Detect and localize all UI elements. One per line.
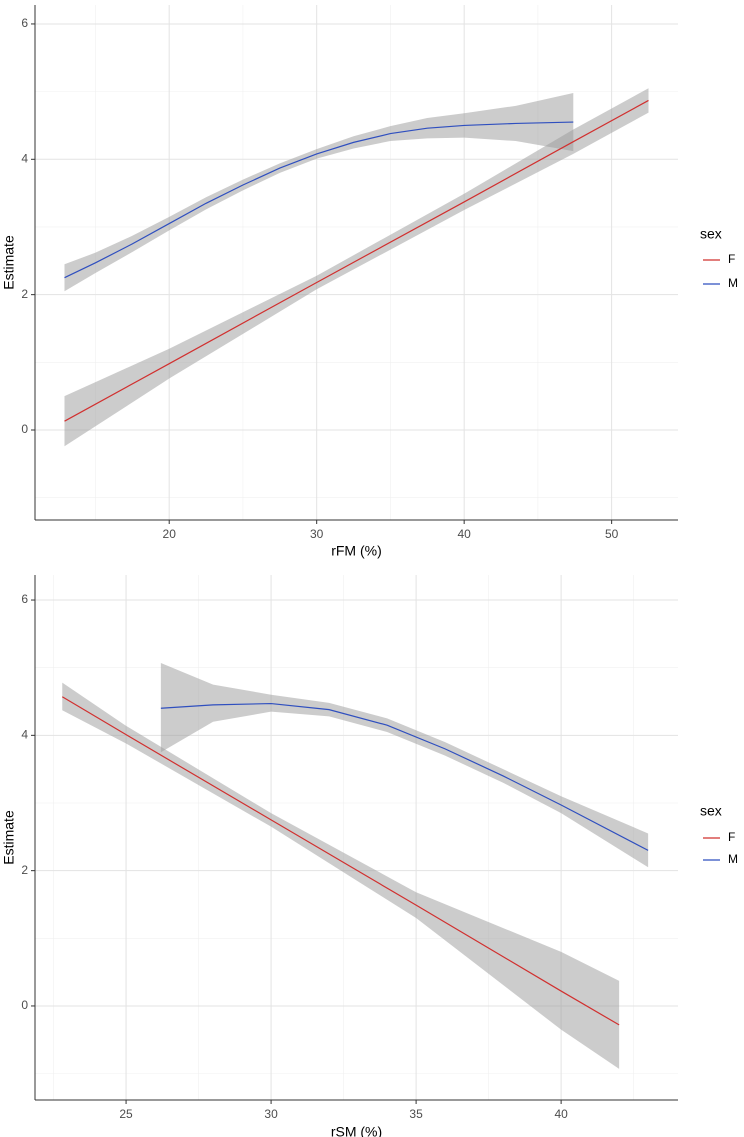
x-tick-label: 40 bbox=[457, 527, 471, 541]
x-tick-label: 35 bbox=[409, 1107, 423, 1121]
confidence-band bbox=[64, 92, 574, 292]
y-tick-label: 2 bbox=[21, 287, 28, 301]
y-tick-label: 0 bbox=[21, 422, 28, 436]
legend-title: sex bbox=[700, 803, 722, 819]
chart: 25 30 35 40 0 2 4 6 rSM (%) Estimate sex FM bbox=[1, 575, 738, 1137]
line bbox=[61, 696, 620, 1026]
x-tick-label: 30 bbox=[264, 1107, 278, 1121]
confidence-band bbox=[160, 662, 649, 868]
y-tick-label: 6 bbox=[21, 592, 28, 606]
legend-label: M bbox=[728, 276, 738, 290]
x-axis-title: rSM (%) bbox=[331, 1124, 382, 1137]
y-tick-label: 6 bbox=[21, 16, 28, 30]
confidence-band bbox=[64, 88, 649, 447]
confidence-band bbox=[62, 682, 620, 1069]
x-tick-label: 30 bbox=[310, 527, 324, 541]
legend-label: F bbox=[728, 252, 735, 266]
x-tick-label: 20 bbox=[163, 527, 177, 541]
x-tick-label: 50 bbox=[605, 527, 619, 541]
line bbox=[64, 99, 649, 422]
y-axis-title: Estimate bbox=[1, 235, 17, 290]
x-axis-title: rFM (%) bbox=[331, 543, 382, 559]
chart: 20 30 40 50 0 2 4 6 rFM (%) Estimate sex FM bbox=[1, 5, 738, 559]
legend-title: sex bbox=[700, 226, 722, 242]
y-tick-label: 0 bbox=[21, 998, 28, 1012]
y-axis-title: Estimate bbox=[1, 810, 17, 865]
y-tick-label: 2 bbox=[21, 863, 28, 877]
x-tick-label: 40 bbox=[554, 1107, 568, 1121]
legend-label: F bbox=[728, 830, 735, 844]
line bbox=[64, 121, 574, 279]
y-tick-label: 4 bbox=[21, 151, 28, 165]
legend-label: M bbox=[728, 852, 738, 866]
line bbox=[160, 702, 649, 851]
y-tick-label: 4 bbox=[21, 728, 28, 742]
x-tick-label: 25 bbox=[119, 1107, 133, 1121]
